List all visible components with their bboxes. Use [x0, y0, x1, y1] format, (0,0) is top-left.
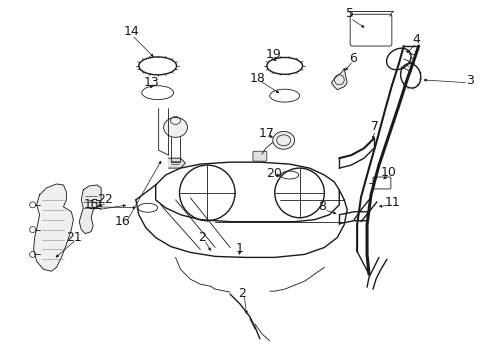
Text: 12: 12 [87, 199, 103, 212]
Text: 4: 4 [412, 33, 420, 46]
Text: 22: 22 [97, 193, 113, 206]
Polygon shape [79, 185, 101, 234]
Text: 5: 5 [346, 7, 353, 20]
Text: 13: 13 [143, 76, 159, 89]
Ellipse shape [272, 131, 294, 149]
FancyBboxPatch shape [252, 151, 266, 161]
Text: 2: 2 [238, 287, 245, 300]
Text: 2: 2 [198, 231, 206, 244]
Polygon shape [331, 69, 346, 90]
Text: 18: 18 [249, 72, 265, 85]
Text: 1: 1 [236, 242, 244, 255]
Text: 8: 8 [318, 200, 325, 213]
Text: 14: 14 [124, 24, 140, 38]
Text: 10: 10 [380, 166, 396, 179]
Text: 3: 3 [466, 74, 473, 87]
Text: 17: 17 [258, 127, 274, 140]
Text: 21: 21 [66, 231, 82, 244]
Text: 11: 11 [384, 196, 400, 209]
Text: 20: 20 [265, 167, 281, 180]
Polygon shape [34, 184, 73, 271]
Ellipse shape [163, 117, 187, 137]
Text: 16: 16 [115, 215, 131, 228]
Polygon shape [168, 158, 185, 168]
Text: 7: 7 [370, 120, 378, 133]
Text: 19: 19 [265, 49, 281, 62]
Text: 15: 15 [83, 198, 99, 211]
Text: 6: 6 [348, 53, 356, 66]
